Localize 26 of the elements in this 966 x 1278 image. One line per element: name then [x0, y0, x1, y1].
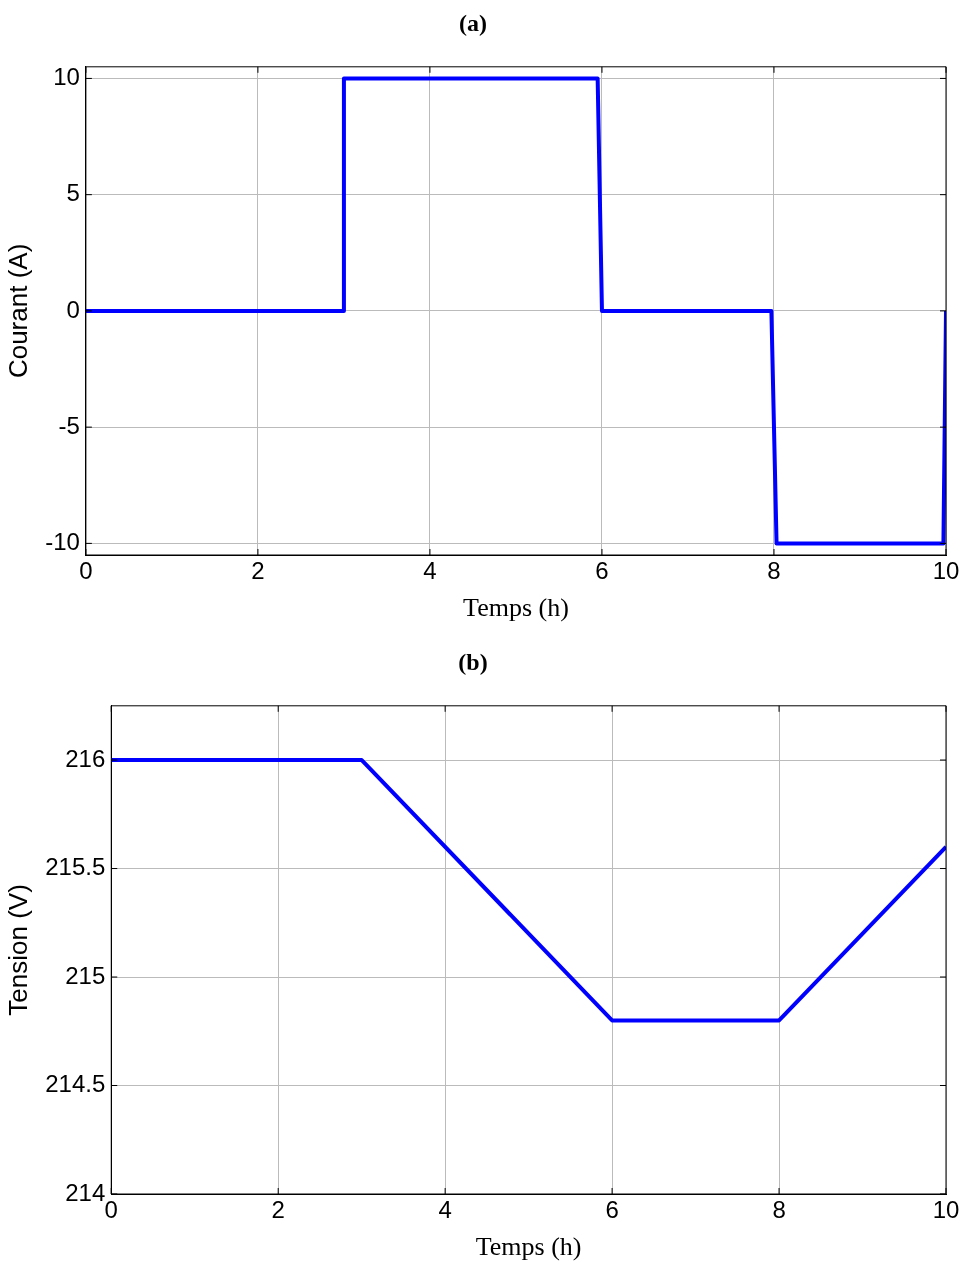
chart-title: (a) — [459, 9, 487, 36]
x-tick-label: 4 — [438, 1196, 452, 1224]
x-tick-label: 6 — [605, 1196, 619, 1224]
y-tick-label: 215 — [65, 961, 106, 989]
y-tick-label: 215.5 — [45, 853, 106, 881]
y-tick-label: 214 — [65, 1178, 106, 1206]
y-tick-label: -10 — [45, 528, 80, 555]
x-tick-label: 8 — [772, 1196, 786, 1224]
x-axis-title: Temps (h) — [475, 1232, 582, 1262]
y-tick-label: 0 — [66, 295, 80, 323]
y-tick-label: 216 — [65, 744, 106, 772]
y-axis-title: Courant (A) — [2, 243, 33, 379]
chart-title: (b) — [458, 648, 488, 675]
x-tick-label: 8 — [767, 557, 781, 585]
x-tick-label: 10 — [932, 557, 960, 585]
y-tick-label: 214.5 — [45, 1070, 106, 1098]
x-tick-label: 2 — [251, 557, 265, 585]
y-tick-label: 5 — [66, 179, 80, 207]
y-tick-label: -5 — [58, 411, 80, 439]
x-tick-label: 10 — [932, 1196, 960, 1224]
y-axis-title: Tension (V) — [2, 884, 33, 1016]
x-axis-title: Temps (h) — [463, 593, 569, 623]
x-tick-label: 4 — [423, 557, 437, 585]
x-tick-label: 6 — [595, 557, 609, 585]
y-tick-label: 10 — [53, 63, 80, 91]
x-tick-label: 2 — [271, 1196, 285, 1224]
